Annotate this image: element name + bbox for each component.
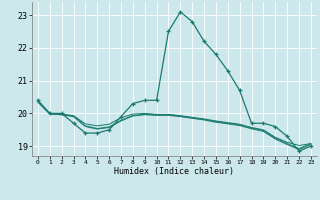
- X-axis label: Humidex (Indice chaleur): Humidex (Indice chaleur): [115, 167, 234, 176]
